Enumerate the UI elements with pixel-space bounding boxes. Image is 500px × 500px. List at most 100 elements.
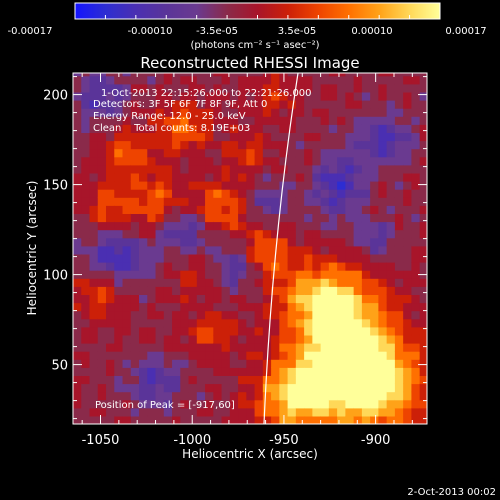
heatmap-cell (411, 197, 421, 206)
heatmap-cell (386, 343, 396, 352)
heatmap-cell (97, 124, 107, 133)
heatmap-cell (89, 205, 99, 214)
heatmap-cell (345, 294, 355, 304)
heatmap-cell (81, 116, 91, 125)
heatmap-cell (205, 318, 214, 328)
heatmap-cell (353, 278, 363, 287)
heatmap-cell (180, 326, 190, 336)
heatmap-cell (337, 375, 346, 385)
heatmap-cell (246, 213, 256, 223)
heatmap-cell (81, 229, 91, 239)
heatmap-cell (147, 148, 157, 158)
heatmap-cell (394, 197, 404, 206)
heatmap-cell (304, 334, 313, 344)
heatmap-cell (155, 383, 165, 393)
heatmap-cell (370, 124, 379, 133)
heatmap-cell (213, 213, 223, 223)
heatmap-cell (411, 73, 421, 77)
heatmap-cell (139, 367, 148, 376)
heatmap-cell (81, 75, 91, 85)
heatmap-cell (238, 399, 247, 409)
heatmap-cell (163, 156, 173, 166)
heatmap-cell (196, 140, 206, 150)
heatmap-cell (196, 245, 206, 255)
heatmap-cell (73, 383, 82, 393)
heatmap-cell (130, 318, 140, 328)
heatmap-cell (345, 140, 355, 150)
heatmap-cell (246, 140, 256, 150)
heatmap-cell (287, 286, 297, 295)
heatmap-cell (320, 359, 330, 368)
heatmap-cell (147, 270, 157, 279)
heatmap-cell (81, 415, 91, 424)
heatmap-cell (114, 237, 124, 247)
heatmap-cell (172, 124, 181, 133)
heatmap-cell (271, 213, 280, 223)
heatmap-cell (238, 391, 247, 401)
heatmap-cell (254, 343, 264, 352)
heatmap-cell (411, 172, 421, 182)
heatmap-cell (229, 91, 239, 101)
heatmap-cell (246, 164, 256, 174)
heatmap-cell (139, 415, 148, 424)
heatmap-cell (361, 286, 371, 295)
heatmap-cell (337, 334, 346, 344)
heatmap-cell (403, 415, 413, 424)
heatmap-cell (411, 286, 421, 295)
heatmap-cell (287, 237, 297, 247)
heatmap-cell (229, 205, 239, 214)
heatmap-cell (130, 351, 140, 360)
heatmap-cell (361, 245, 371, 255)
heatmap-cell (147, 124, 157, 133)
heatmap-cell (353, 132, 363, 142)
heatmap-cell (386, 197, 396, 206)
heatmap-cell (287, 181, 297, 190)
heatmap-cell (386, 326, 396, 336)
heatmap-cell (130, 189, 140, 198)
heatmap-cell (419, 75, 427, 85)
x-tick-label: -1050 (82, 433, 120, 448)
heatmap-cell (213, 310, 223, 320)
heatmap-cell (246, 278, 256, 287)
heatmap-cell (320, 270, 330, 279)
heatmap-cell (73, 237, 82, 247)
heatmap-cell (89, 75, 99, 85)
heatmap-cell (106, 294, 115, 304)
heatmap-cell (262, 73, 272, 77)
heatmap-cell (188, 140, 198, 150)
heatmap-cell (73, 221, 82, 231)
heatmap-cell (254, 253, 264, 263)
heatmap-cell (97, 172, 107, 182)
heatmap-cell (89, 294, 99, 304)
heatmap-cell (287, 213, 297, 223)
heatmap-cell (361, 367, 371, 376)
heatmap-cell (106, 367, 115, 376)
heatmap-cell (394, 189, 404, 198)
heatmap-cell (205, 302, 214, 312)
heatmap-cell (295, 391, 305, 401)
heatmap-cell (295, 148, 305, 158)
heatmap-cell (361, 73, 371, 77)
heatmap-cell (196, 351, 206, 360)
heatmap-cell (370, 359, 379, 368)
heatmap-cell (106, 407, 115, 417)
heatmap-cell (73, 213, 82, 223)
heatmap-cell (411, 245, 421, 255)
heatmap-cell (205, 407, 214, 417)
heatmap-cell (188, 302, 198, 312)
heatmap-cell (73, 164, 82, 174)
heatmap-cell (73, 253, 82, 263)
heatmap-cell (262, 213, 272, 223)
heatmap-cell (411, 326, 421, 336)
heatmap-cell (172, 262, 181, 271)
heatmap-cell (188, 124, 198, 133)
heatmap-cell (238, 91, 247, 101)
heatmap-cell (411, 367, 421, 376)
heatmap-cell (353, 75, 363, 85)
heatmap-cell (213, 262, 223, 271)
heatmap-cell (328, 351, 338, 360)
heatmap-cell (180, 399, 190, 409)
heatmap-cell (163, 140, 173, 150)
heatmap-cell (361, 253, 371, 263)
heatmap-cell (139, 75, 148, 85)
